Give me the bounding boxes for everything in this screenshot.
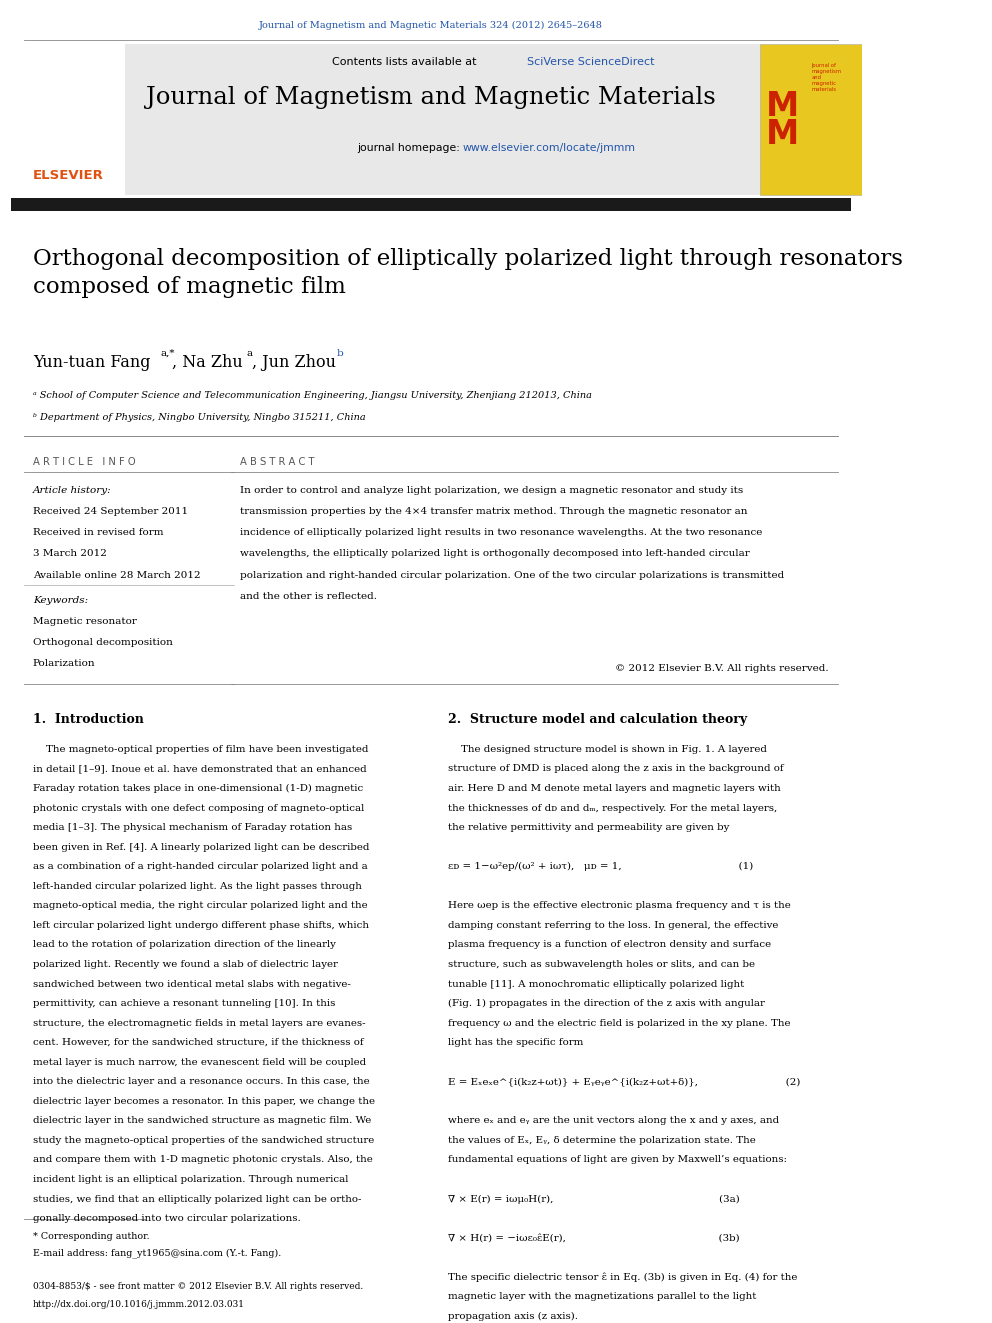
Text: http://dx.doi.org/10.1016/j.jmmm.2012.03.031: http://dx.doi.org/10.1016/j.jmmm.2012.03… <box>33 1299 245 1308</box>
Text: the values of Eₓ, Eᵧ, δ determine the polarization state. The: the values of Eₓ, Eᵧ, δ determine the po… <box>448 1136 756 1144</box>
Text: b: b <box>337 349 343 357</box>
Text: © 2012 Elsevier B.V. All rights reserved.: © 2012 Elsevier B.V. All rights reserved… <box>615 664 829 673</box>
Text: E = Eₓeₓe^{i(k₂z+ωt)} + Eᵧeᵧe^{i(k₂z+ωt+δ)},                           (2): E = Eₓeₓe^{i(k₂z+ωt)} + Eᵧeᵧe^{i(k₂z+ωt+… <box>448 1077 801 1086</box>
Text: transmission properties by the 4×4 transfer matrix method. Through the magnetic : transmission properties by the 4×4 trans… <box>239 507 747 516</box>
Text: Orthogonal decomposition: Orthogonal decomposition <box>33 638 173 647</box>
Text: a: a <box>246 349 253 357</box>
Text: been given in Ref. [4]. A linearly polarized light can be described: been given in Ref. [4]. A linearly polar… <box>33 843 369 852</box>
Text: structure of DMD is placed along the z axis in the background of: structure of DMD is placed along the z a… <box>448 765 784 774</box>
Text: the relative permittivity and permeability are given by: the relative permittivity and permeabili… <box>448 823 729 832</box>
Text: in detail [1–9]. Inoue et al. have demonstrated that an enhanced: in detail [1–9]. Inoue et al. have demon… <box>33 765 366 774</box>
Text: photonic crystals with one defect composing of magneto-optical: photonic crystals with one defect compos… <box>33 803 364 812</box>
Text: (Fig. 1) propagates in the direction of the z axis with angular: (Fig. 1) propagates in the direction of … <box>448 999 765 1008</box>
Text: The specific dielectric tensor ε̂ in Eq. (3b) is given in Eq. (4) for the: The specific dielectric tensor ε̂ in Eq.… <box>448 1273 798 1282</box>
Text: Faraday rotation takes place in one-dimensional (1-D) magnetic: Faraday rotation takes place in one-dime… <box>33 785 363 794</box>
Text: as a combination of a right-handed circular polarized light and a: as a combination of a right-handed circu… <box>33 863 367 872</box>
Text: 2.  Structure model and calculation theory: 2. Structure model and calculation theor… <box>448 713 747 726</box>
Text: wavelengths, the elliptically polarized light is orthogonally decomposed into le: wavelengths, the elliptically polarized … <box>239 549 749 558</box>
Text: ∇ × H(r) = −iωε₀ε̂E(r),                                               (3b): ∇ × H(r) = −iωε₀ε̂E(r), (3b) <box>448 1233 740 1242</box>
FancyBboxPatch shape <box>760 44 862 196</box>
Text: * Corresponding author.: * Corresponding author. <box>33 1232 150 1241</box>
Text: Available online 28 March 2012: Available online 28 March 2012 <box>33 570 200 579</box>
Text: Received 24 September 2011: Received 24 September 2011 <box>33 507 187 516</box>
Text: gonally decomposed into two circular polarizations.: gonally decomposed into two circular pol… <box>33 1215 301 1222</box>
Text: damping constant referring to the loss. In general, the effective: damping constant referring to the loss. … <box>448 921 779 930</box>
Text: polarized light. Recently we found a slab of dielectric layer: polarized light. Recently we found a sla… <box>33 960 337 968</box>
Text: Magnetic resonator: Magnetic resonator <box>33 617 137 626</box>
Text: the thicknesses of dᴅ and dₘ, respectively. For the metal layers,: the thicknesses of dᴅ and dₘ, respective… <box>448 803 778 812</box>
Text: 0304-8853/$ - see front matter © 2012 Elsevier B.V. All rights reserved.: 0304-8853/$ - see front matter © 2012 El… <box>33 1282 363 1291</box>
Text: εᴅ = 1−ω²ep/(ω² + iωτ),   μᴅ = 1,                                    (1): εᴅ = 1−ω²ep/(ω² + iωτ), μᴅ = 1, (1) <box>448 863 753 872</box>
Text: ᵃ School of Computer Science and Telecommunication Engineering, Jiangsu Universi: ᵃ School of Computer Science and Telecom… <box>33 392 592 400</box>
Text: Keywords:: Keywords: <box>33 595 88 605</box>
Text: incidence of elliptically polarized light results in two resonance wavelengths. : incidence of elliptically polarized ligh… <box>239 528 762 537</box>
Text: structure, such as subwavelength holes or slits, and can be: structure, such as subwavelength holes o… <box>448 960 755 968</box>
Text: Journal of
magnetism
and
magnetic
materials: Journal of magnetism and magnetic materi… <box>811 64 842 91</box>
Text: E-mail address: fang_yt1965@sina.com (Y.-t. Fang).: E-mail address: fang_yt1965@sina.com (Y.… <box>33 1248 281 1258</box>
Text: propagation axis (z axis).: propagation axis (z axis). <box>448 1312 578 1320</box>
Text: Journal of Magnetism and Magnetic Materials 324 (2012) 2645–2648: Journal of Magnetism and Magnetic Materi… <box>259 21 603 30</box>
Text: 3 March 2012: 3 March 2012 <box>33 549 106 558</box>
Text: journal homepage:: journal homepage: <box>357 143 467 152</box>
Text: permittivity, can achieve a resonant tunneling [10]. In this: permittivity, can achieve a resonant tun… <box>33 999 335 1008</box>
Text: lead to the rotation of polarization direction of the linearly: lead to the rotation of polarization dir… <box>33 941 335 950</box>
Text: ∇ × E(r) = iωμ₀H(r),                                                   (3a): ∇ × E(r) = iωμ₀H(r), (3a) <box>448 1195 740 1204</box>
Text: Orthogonal decomposition of elliptically polarized light through resonators
comp: Orthogonal decomposition of elliptically… <box>33 249 903 298</box>
FancyBboxPatch shape <box>11 198 850 212</box>
Text: into the dielectric layer and a resonance occurs. In this case, the: into the dielectric layer and a resonanc… <box>33 1077 369 1086</box>
Text: The magneto-optical properties of film have been investigated: The magneto-optical properties of film h… <box>33 745 368 754</box>
Text: www.elsevier.com/locate/jmmm: www.elsevier.com/locate/jmmm <box>462 143 636 152</box>
Text: studies, we find that an elliptically polarized light can be ortho-: studies, we find that an elliptically po… <box>33 1195 361 1204</box>
Text: tunable [11]. A monochromatic elliptically polarized light: tunable [11]. A monochromatic elliptical… <box>448 979 744 988</box>
Text: A R T I C L E   I N F O: A R T I C L E I N F O <box>33 456 135 467</box>
Text: Journal of Magnetism and Magnetic Materials: Journal of Magnetism and Magnetic Materi… <box>146 86 716 108</box>
Text: metal layer is much narrow, the evanescent field will be coupled: metal layer is much narrow, the evanesce… <box>33 1057 366 1066</box>
Text: plasma frequency is a function of electron density and surface: plasma frequency is a function of electr… <box>448 941 771 950</box>
Text: M
M: M M <box>766 90 800 151</box>
Text: fundamental equations of light are given by Maxwell’s equations:: fundamental equations of light are given… <box>448 1155 787 1164</box>
Text: dielectric layer in the sandwiched structure as magnetic film. We: dielectric layer in the sandwiched struc… <box>33 1117 371 1126</box>
Text: polarization and right-handed circular polarization. One of the two circular pol: polarization and right-handed circular p… <box>239 570 784 579</box>
Text: ELSEVIER: ELSEVIER <box>33 169 103 183</box>
Text: light has the specific form: light has the specific form <box>448 1039 583 1046</box>
Text: structure, the electromagnetic fields in metal layers are evanes-: structure, the electromagnetic fields in… <box>33 1019 365 1028</box>
Text: magneto-optical media, the right circular polarized light and the: magneto-optical media, the right circula… <box>33 901 367 910</box>
Text: ᵇ Department of Physics, Ningbo University, Ningbo 315211, China: ᵇ Department of Physics, Ningbo Universi… <box>33 413 365 422</box>
Text: Yun-tuan Fang: Yun-tuan Fang <box>33 355 150 370</box>
Text: 1.  Introduction: 1. Introduction <box>33 713 144 726</box>
Text: The designed structure model is shown in Fig. 1. A layered: The designed structure model is shown in… <box>448 745 767 754</box>
Text: , Na Zhu: , Na Zhu <box>173 355 243 370</box>
Text: cent. However, for the sandwiched structure, if the thickness of: cent. However, for the sandwiched struct… <box>33 1039 363 1046</box>
Text: where eₓ and eᵧ are the unit vectors along the x and y axes, and: where eₓ and eᵧ are the unit vectors alo… <box>448 1117 779 1126</box>
Text: A B S T R A C T: A B S T R A C T <box>239 456 314 467</box>
FancyBboxPatch shape <box>125 44 763 196</box>
Text: In order to control and analyze light polarization, we design a magnetic resonat: In order to control and analyze light po… <box>239 486 743 495</box>
Text: study the magneto-optical properties of the sandwiched structure: study the magneto-optical properties of … <box>33 1136 374 1144</box>
Text: left-handed circular polarized light. As the light passes through: left-handed circular polarized light. As… <box>33 881 362 890</box>
Text: media [1–3]. The physical mechanism of Faraday rotation has: media [1–3]. The physical mechanism of F… <box>33 823 352 832</box>
Text: , Jun Zhou: , Jun Zhou <box>253 355 336 370</box>
Text: Received in revised form: Received in revised form <box>33 528 164 537</box>
Text: and the other is reflected.: and the other is reflected. <box>239 591 377 601</box>
Text: sandwiched between two identical metal slabs with negative-: sandwiched between two identical metal s… <box>33 979 350 988</box>
Text: a,*: a,* <box>161 349 175 357</box>
Text: dielectric layer becomes a resonator. In this paper, we change the: dielectric layer becomes a resonator. In… <box>33 1097 375 1106</box>
Text: and compare them with 1-D magnetic photonic crystals. Also, the: and compare them with 1-D magnetic photo… <box>33 1155 372 1164</box>
Text: magnetic layer with the magnetizations parallel to the light: magnetic layer with the magnetizations p… <box>448 1293 757 1302</box>
Text: left circular polarized light undergo different phase shifts, which: left circular polarized light undergo di… <box>33 921 369 930</box>
Text: Contents lists available at: Contents lists available at <box>331 57 483 66</box>
Text: SciVerse ScienceDirect: SciVerse ScienceDirect <box>528 57 655 66</box>
Text: air. Here D and M denote metal layers and magnetic layers with: air. Here D and M denote metal layers an… <box>448 785 781 792</box>
Text: Polarization: Polarization <box>33 659 95 668</box>
Text: Article history:: Article history: <box>33 486 111 495</box>
Text: Here ωep is the effective electronic plasma frequency and τ is the: Here ωep is the effective electronic pla… <box>448 901 791 910</box>
Text: incident light is an elliptical polarization. Through numerical: incident light is an elliptical polariza… <box>33 1175 348 1184</box>
Text: frequency ω and the electric field is polarized in the xy plane. The: frequency ω and the electric field is po… <box>448 1019 791 1028</box>
